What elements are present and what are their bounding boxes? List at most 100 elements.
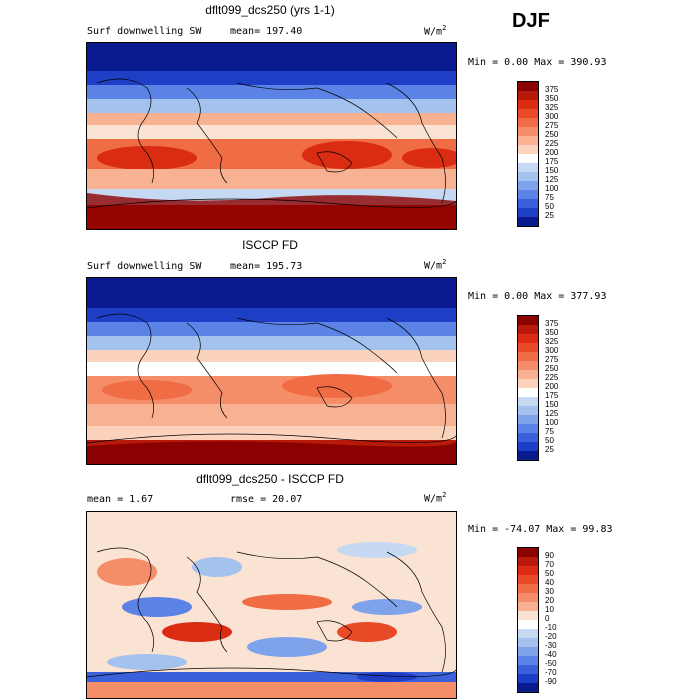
panel2-tick-15: 25 — [545, 445, 554, 454]
panel2-minmax-label: Min = 0.00 Max = 377.93 — [468, 291, 607, 302]
panel3-tick-3: 50 — [545, 569, 554, 578]
panel1-blob-south-atlantic — [97, 146, 197, 170]
panel1-band-equator — [87, 125, 456, 139]
panel3-diff-10 — [107, 654, 187, 670]
panel1-swatch-2 — [518, 91, 538, 100]
panel3-tick-2: 70 — [545, 560, 554, 569]
panel3-swatch-10 — [518, 629, 538, 638]
panel3-swatch-3 — [518, 566, 538, 575]
panel3-swatch-5 — [518, 584, 538, 593]
panel1-tick-14: 50 — [545, 202, 554, 211]
panel2-band-nh-tropics — [87, 350, 456, 362]
panel2-swatch-4 — [518, 343, 538, 352]
panel3-coastlines — [87, 547, 456, 678]
panel1-swatch-6 — [518, 127, 538, 136]
panel2-colorbar: 375 350 325 300 275 250 225 200 175 150 … — [517, 315, 558, 461]
panel2-tick-14: 50 — [545, 436, 554, 445]
panel3-tick-7: 10 — [545, 605, 554, 614]
panel3-tick-5: 30 — [545, 587, 554, 596]
panel2-map — [86, 277, 457, 465]
panel2-swatch-13 — [518, 424, 538, 433]
panel2-swatch-15 — [518, 442, 538, 451]
panel2-swatch-11 — [518, 406, 538, 415]
panel1-band-nh-high — [87, 71, 456, 85]
panel1-tick-6: 250 — [545, 130, 559, 139]
panel2-swatch-14 — [518, 433, 538, 442]
panel2-swatch-1 — [518, 316, 538, 325]
panel1-tick-9: 175 — [545, 157, 559, 166]
panel1-colorbar: 375 350 325 300 275 250 225 200 175 150 … — [517, 81, 558, 227]
panel3-map-svg — [87, 512, 456, 698]
panel1-band-arctic — [87, 43, 456, 71]
panel2-blob-south-pacific — [282, 374, 392, 398]
panel3-tick-9: -10 — [545, 623, 557, 632]
panel1-swatch-16 — [518, 217, 538, 226]
panel2-blob-south-atlantic — [102, 380, 192, 400]
panel1-swatch-1 — [518, 82, 538, 91]
panel2-tick-12: 100 — [545, 418, 559, 427]
panel1-tick-3: 325 — [545, 103, 559, 112]
panel1-band-nh-tropics — [87, 113, 456, 125]
panel1-tick-1: 375 — [545, 85, 559, 94]
panel2-tick-3: 325 — [545, 337, 559, 346]
panel1-minmax-label: Min = 0.00 Max = 390.93 — [468, 57, 607, 68]
panel1-coastlines — [87, 78, 456, 209]
panel2-band-nh-mid — [87, 322, 456, 336]
panel2-swatch-12 — [518, 415, 538, 424]
panel1-units: W/m2 — [424, 24, 447, 38]
panel3-diff-6 — [352, 599, 422, 615]
panel1-swatch-4 — [518, 109, 538, 118]
panel2-swatch-5 — [518, 352, 538, 361]
panel1-tick-8: 200 — [545, 148, 559, 157]
panel3-diff-4 — [122, 597, 192, 617]
panel3-tick-13: -50 — [545, 659, 557, 668]
panel2-band-nh-sub — [87, 336, 456, 350]
panel1-tick-7: 225 — [545, 139, 559, 148]
panel1-swatch-9 — [518, 154, 538, 163]
panel3-diff-9 — [247, 637, 327, 657]
panel2-tick-8: 200 — [545, 382, 559, 391]
panel2-title: ISCCP FD — [242, 238, 298, 252]
panel3-title: dflt099_dcs250 - ISCCP FD — [196, 472, 344, 486]
panel2-band-equator — [87, 362, 456, 376]
panel3-swatch-1 — [518, 548, 538, 557]
panel3-diff-1 — [97, 558, 157, 586]
panel1-map-svg — [87, 43, 456, 229]
panel1-blob-south-pacific — [302, 141, 392, 169]
panel1-swatch-3 — [518, 100, 538, 109]
panel1-band-sh-mid — [87, 169, 456, 189]
panel2-map-svg — [87, 278, 456, 464]
panel3-swatch-8 — [518, 611, 538, 620]
panel1-swatch-11 — [518, 172, 538, 181]
panel1-swatch-13 — [518, 190, 538, 199]
panel3-minmax-label: Min = -74.07 Max = 99.83 — [468, 524, 613, 535]
panel1-swatch-10 — [518, 163, 538, 172]
panel3-tick-4: 40 — [545, 578, 554, 587]
panel3-swatch-15 — [518, 674, 538, 683]
panel2-tick-6: 250 — [545, 364, 559, 373]
panel2-swatch-9 — [518, 388, 538, 397]
panel1-band-nh-mid — [87, 85, 456, 99]
panel1-variable-label: Surf downwelling SW — [87, 26, 202, 37]
panel2-units: W/m2 — [424, 258, 447, 272]
panel3-swatch-7 — [518, 602, 538, 611]
panel3-swatch-13 — [518, 656, 538, 665]
panel3-diff-3 — [337, 542, 417, 558]
panel1-antarctic-max — [87, 193, 456, 229]
panel1-tick-11: 125 — [545, 175, 559, 184]
panel1-tick-4: 300 — [545, 112, 559, 121]
panel2-tick-10: 150 — [545, 400, 559, 409]
panel3-units: W/m2 — [424, 491, 447, 505]
panel3-tick-6: 20 — [545, 596, 554, 605]
panel3-tick-12: -40 — [545, 650, 557, 659]
panel2-tick-9: 175 — [545, 391, 559, 400]
panel3-tick-14: -70 — [545, 668, 557, 677]
panel3-diff-southern-ocean — [87, 672, 456, 682]
panel2-tick-1: 375 — [545, 319, 559, 328]
panel3-tick-15: -90 — [545, 677, 557, 686]
panel1-map — [86, 42, 457, 230]
panel2-band-nh-high — [87, 308, 456, 322]
panel3-diff-11 — [357, 672, 417, 682]
panel2-swatch-2 — [518, 325, 538, 334]
panel3-swatch-4 — [518, 575, 538, 584]
